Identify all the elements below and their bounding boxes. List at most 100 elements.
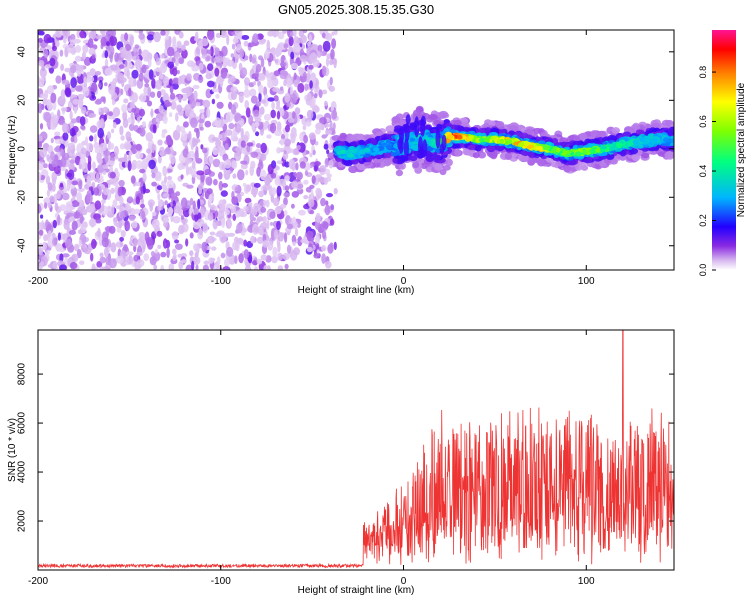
noise-blob	[207, 63, 214, 71]
noise-blob	[321, 244, 327, 252]
noise-blob	[294, 107, 301, 115]
noise-blob	[142, 173, 147, 182]
noise-blob	[329, 242, 334, 249]
noise-blob	[118, 220, 123, 229]
noise-blob	[87, 161, 92, 172]
noise-blob	[51, 183, 56, 192]
noise-blob	[83, 56, 92, 66]
noise-blob	[231, 196, 239, 205]
noise-blob	[308, 132, 316, 140]
noise-blob	[66, 212, 74, 217]
noise-blob	[150, 91, 156, 98]
noise-blob	[258, 39, 266, 45]
noise-blob	[291, 203, 295, 209]
noise-blob	[86, 175, 92, 186]
noise-blob	[136, 237, 145, 247]
noise-blob	[177, 75, 183, 85]
noise-blob	[230, 133, 238, 142]
noise-blob	[166, 247, 170, 259]
noise-blob	[326, 149, 330, 155]
noise-blob	[262, 240, 269, 246]
noise-blob	[206, 30, 215, 41]
noise-blob	[284, 232, 288, 243]
noise-blob	[232, 241, 239, 251]
noise-blob	[50, 92, 57, 104]
noise-blob	[157, 244, 162, 249]
noise-blob	[283, 138, 291, 147]
noise-blob	[51, 45, 58, 52]
noise-blob	[198, 227, 203, 236]
noise-blob	[303, 179, 309, 185]
noise-blob	[69, 39, 76, 46]
noise-blob	[49, 57, 56, 67]
noise-blob	[267, 241, 274, 251]
noise-blob	[245, 204, 254, 214]
noise-blob	[293, 72, 297, 80]
noise-blob	[126, 256, 134, 265]
noise-blob	[60, 156, 67, 168]
noise-blob	[108, 225, 116, 234]
noise-blob	[276, 220, 281, 230]
noise-blob	[290, 93, 298, 104]
noise-blob	[250, 187, 258, 196]
noise-blob	[269, 211, 276, 220]
noise-blob	[226, 34, 230, 46]
noise-blob	[172, 255, 177, 261]
noise-blob	[293, 247, 300, 256]
noise-blob	[216, 210, 225, 221]
noise-blob	[113, 217, 118, 223]
noise-blob	[151, 172, 156, 179]
noise-blob	[195, 102, 201, 107]
noise-blob	[99, 266, 106, 270]
noise-blob	[141, 121, 147, 128]
noise-blob	[89, 135, 94, 142]
noise-blob	[299, 161, 306, 169]
noise-blob	[159, 54, 165, 59]
noise-blob	[306, 230, 314, 239]
noise-blob	[290, 51, 295, 60]
noise-blob	[139, 93, 147, 103]
noise-blob	[216, 101, 224, 109]
noise-blob	[266, 219, 270, 230]
noise-blob	[97, 83, 102, 88]
noise-blob	[99, 118, 105, 127]
noise-blob	[87, 203, 96, 214]
noise-blob	[330, 48, 335, 60]
signal-blob	[664, 152, 673, 158]
noise-blob	[222, 153, 229, 162]
noise-blob	[323, 177, 328, 185]
noise-blob	[66, 43, 75, 54]
noise-blob	[77, 229, 83, 235]
noise-blob	[324, 100, 328, 107]
noise-blob	[284, 185, 290, 192]
noise-blob	[178, 31, 184, 39]
noise-blob	[40, 261, 44, 267]
noise-blob	[323, 143, 329, 150]
noise-blob	[324, 204, 331, 216]
noise-blob	[71, 180, 79, 186]
signal-blob	[438, 110, 449, 119]
noise-blob	[128, 151, 133, 156]
noise-blob	[250, 95, 258, 104]
noise-blob	[235, 146, 242, 153]
noise-blob	[129, 101, 135, 109]
noise-blob	[131, 92, 138, 103]
noise-blob	[106, 30, 114, 38]
noise-blob	[318, 89, 323, 99]
noise-blob	[306, 92, 312, 102]
noise-blob	[155, 117, 160, 123]
noise-blob	[205, 176, 213, 186]
noise-blob	[138, 32, 145, 40]
noise-blob	[241, 35, 250, 40]
signal-blob	[472, 152, 480, 159]
noise-blob	[81, 51, 87, 60]
noise-blob	[302, 71, 307, 83]
noise-blob	[309, 152, 313, 158]
noise-blob	[86, 142, 94, 152]
noise-blob	[258, 84, 264, 94]
noise-blob	[276, 160, 283, 165]
noise-blob	[286, 77, 292, 89]
noise-blob	[308, 64, 314, 70]
noise-blob	[80, 222, 86, 228]
noise-blob	[264, 175, 271, 186]
